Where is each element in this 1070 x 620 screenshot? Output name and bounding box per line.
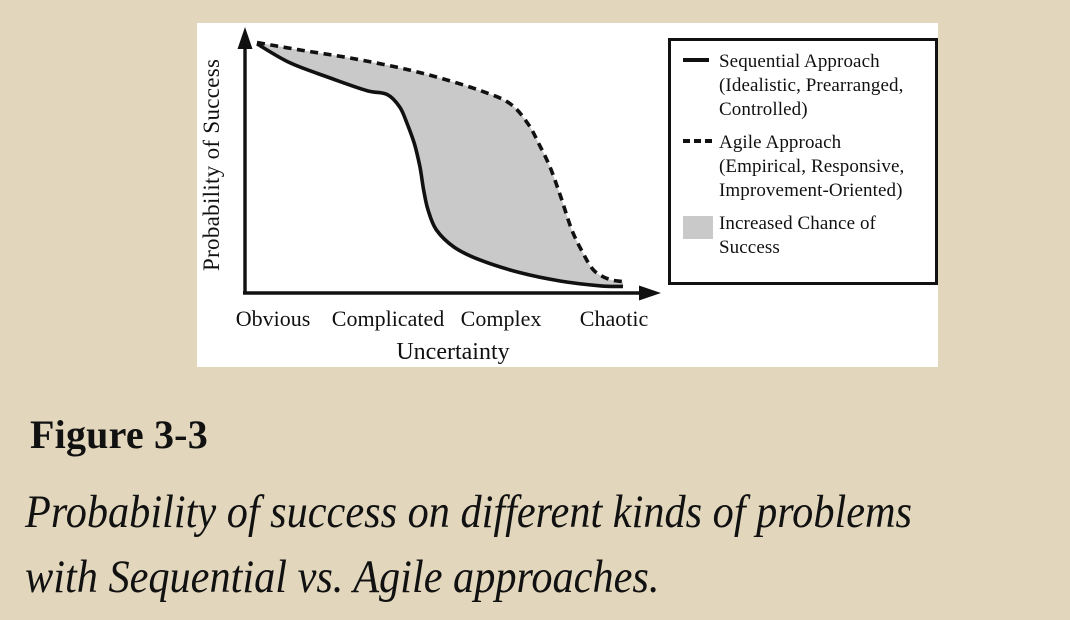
legend-item-shaded: Increased Chance of Success (683, 212, 927, 260)
legend-box: Sequential Approach (Idealistic, Prearra… (668, 38, 938, 285)
x-tick-complex: Complex (460, 306, 542, 331)
x-tick-complicated: Complicated (331, 306, 445, 331)
shaded-area-swatch-icon (683, 216, 713, 239)
legend-item-agile: Agile Approach (Empirical, Responsive, I… (683, 131, 927, 203)
x-tick-row: Obvious Complicated Complex Chaotic (197, 306, 938, 331)
chart-svg (237, 27, 661, 301)
legend-label-agile: Agile Approach (Empirical, Responsive, I… (719, 132, 905, 201)
legend-item-sequential: Sequential Approach (Idealistic, Prearra… (683, 50, 927, 122)
figure-panel: Probability of Success Obvious Complicat… (197, 23, 938, 367)
solid-line-swatch-icon (683, 58, 709, 62)
x-tick-obvious: Obvious (235, 306, 311, 331)
legend-label-sequential: Sequential Approach (Idealistic, Prearra… (719, 51, 904, 120)
figure-caption-text: Probability of success on different kind… (25, 486, 913, 603)
figure-caption: Figure 3-3 Probability of success on dif… (25, 412, 1050, 610)
x-tick-chaotic: Chaotic (579, 306, 649, 331)
y-axis-label: Probability of Success (199, 58, 224, 272)
x-axis-label: Uncertainty (396, 339, 510, 365)
figure-caption-title: Figure 3-3 (30, 412, 208, 457)
legend-label-shaded: Increased Chance of Success (719, 213, 876, 258)
dashed-line-swatch-icon (683, 139, 714, 143)
